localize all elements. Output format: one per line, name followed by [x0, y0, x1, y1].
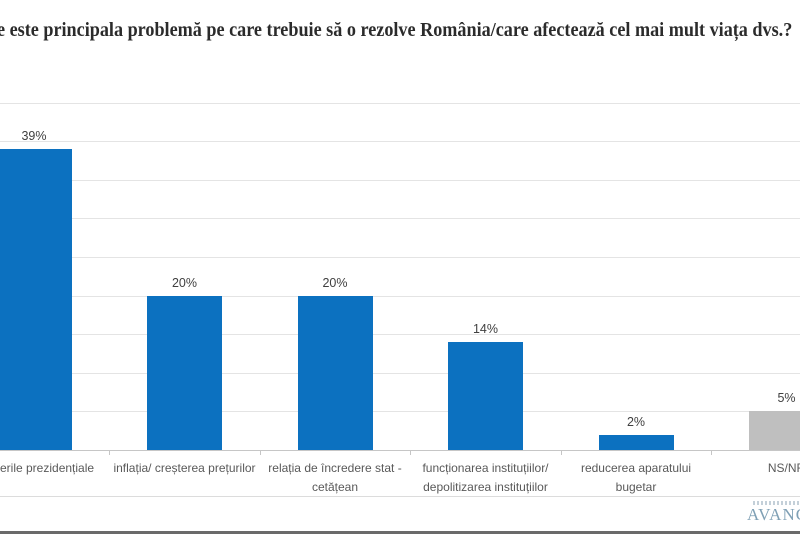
gridline-15: [0, 334, 800, 336]
category-label-3: relația de încredere stat - cetățean: [268, 461, 402, 494]
axis-tick: [410, 450, 412, 455]
value-label-5: 2%: [626, 414, 646, 429]
slide-bottom-border: [0, 531, 800, 534]
category-label-4: funcționarea instituțiilor/ depolitizare…: [422, 461, 549, 494]
footer-divider: [0, 496, 800, 497]
gridline-10: [0, 372, 800, 374]
bar-5: [598, 434, 674, 450]
gridline-30: [0, 218, 800, 220]
gridline-45: [0, 102, 800, 104]
bar-6: [749, 411, 800, 450]
avangarde-logo: AVANG: [747, 501, 800, 525]
bar-2: [147, 295, 222, 450]
value-label-6: 5%: [777, 391, 796, 406]
chart-title: e este principala problemă pe care trebu…: [0, 19, 793, 41]
category-label-6: NS/NR: [767, 461, 800, 475]
logo-tagline: [753, 501, 799, 505]
bar-4: [448, 341, 523, 450]
category-label-5: reducerea aparatului bugetar: [580, 461, 692, 494]
x-axis-line: [0, 450, 800, 451]
value-label-4: 14%: [472, 321, 499, 336]
axis-tick: [259, 450, 261, 455]
category-label-2: inflația/ creșterea prețurilor: [113, 461, 256, 475]
gridline-40: [0, 141, 800, 143]
bar-1: [0, 148, 72, 450]
category-label-1: erile prezidențiale: [0, 461, 95, 475]
axis-tick: [711, 450, 713, 455]
gridline-25: [0, 257, 800, 258]
axis-tick: [560, 450, 562, 455]
bar-3: [297, 295, 373, 450]
logo-text: AVANG: [747, 505, 800, 524]
value-label-3: 20%: [322, 275, 348, 290]
gridline-35: [0, 179, 800, 181]
value-label-2: 20%: [171, 275, 198, 290]
gridline-5: [0, 411, 800, 413]
axis-tick: [109, 450, 111, 455]
gridline-20: [0, 295, 800, 297]
value-label-1: 39%: [21, 128, 47, 143]
